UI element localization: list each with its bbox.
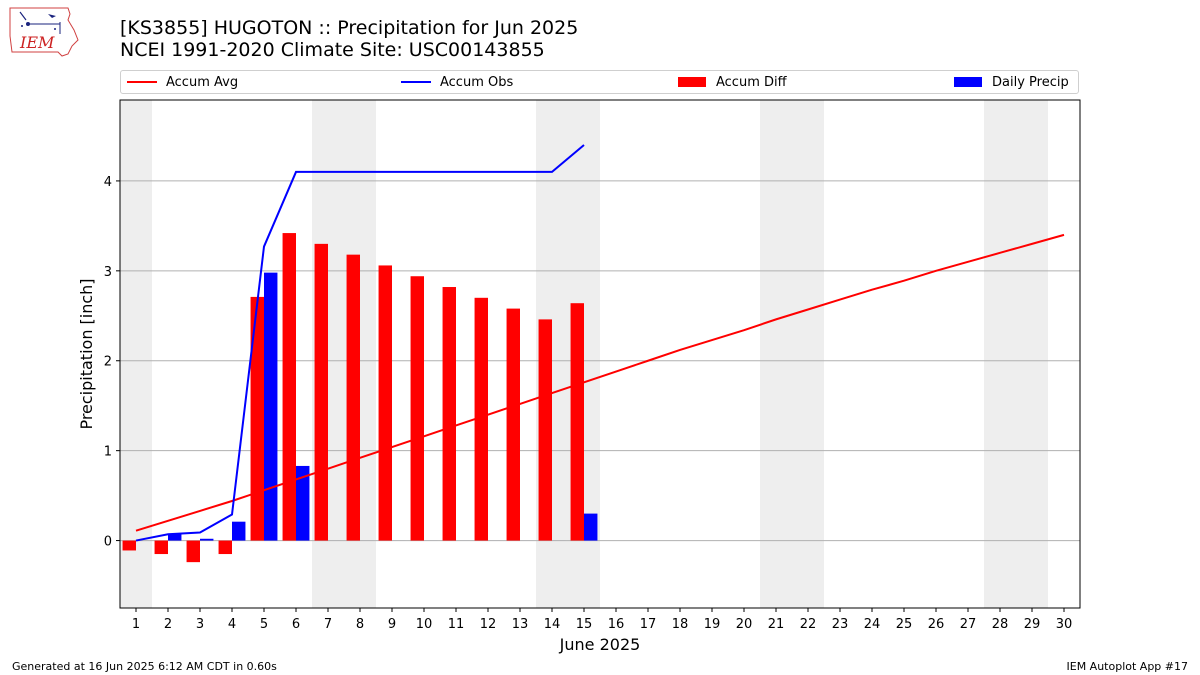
bar-daily-precip (296, 465, 310, 541)
x-tick-label: 26 (928, 617, 945, 632)
legend-item-daily-precip: Daily Precip (954, 71, 1069, 93)
bar-accum-diff (538, 319, 552, 541)
x-tick-label: 3 (196, 617, 204, 632)
chart-title: [KS3855] HUGOTON :: Precipitation for Ju… (120, 17, 579, 39)
legend-item-accum-avg: Accum Avg (127, 71, 238, 93)
y-tick-label: 1 (104, 445, 112, 460)
weekend-shade (760, 100, 792, 608)
weekend-shade (120, 100, 152, 608)
y-tick-label: 0 (104, 535, 112, 550)
legend-label-accum-diff: Accum Diff (716, 74, 787, 90)
x-tick-label: 2 (164, 617, 172, 632)
bar-accum-diff (378, 265, 392, 541)
x-tick-label: 4 (228, 617, 236, 632)
bar-accum-diff (570, 303, 584, 541)
x-tick-label: 10 (416, 617, 433, 632)
chart-subtitle: NCEI 1991-2020 Climate Site: USC00143855 (120, 39, 545, 61)
app-credit: IEM Autoplot App #17 (1066, 660, 1189, 673)
bar-accum-diff (474, 297, 488, 541)
bar-daily-precip (584, 513, 598, 541)
bar-accum-diff (442, 287, 456, 541)
y-tick-label: 3 (104, 265, 112, 280)
plot-frame (119, 99, 1081, 609)
x-tick-label: 16 (608, 617, 625, 632)
bar-daily-precip (168, 534, 182, 541)
svg-text:IEM: IEM (19, 33, 55, 52)
legend-swatch-accum-obs (401, 81, 431, 83)
legend-label-accum-obs: Accum Obs (440, 74, 514, 90)
x-tick-label: 17 (640, 617, 657, 632)
y-tick-label: 4 (104, 175, 112, 190)
x-tick-label: 13 (512, 617, 529, 632)
bar-accum-diff (218, 540, 232, 555)
x-tick-label: 19 (704, 617, 721, 632)
line-accum-avg (135, 233, 1065, 532)
y-tick-label: 2 (104, 355, 112, 370)
x-tick-label: 20 (736, 617, 753, 632)
bar-daily-precip (264, 272, 278, 541)
bar-daily-precip (232, 521, 246, 541)
bar-accum-diff (250, 296, 264, 541)
legend-swatch-accum-avg (127, 81, 157, 83)
x-tick-label: 24 (864, 617, 881, 632)
bar-accum-diff (282, 233, 296, 541)
legend-item-accum-diff: Accum Diff (678, 71, 787, 93)
bar-accum-diff (314, 243, 328, 541)
weekend-shade (792, 100, 824, 608)
x-tick-label: 15 (576, 617, 593, 632)
bar-accum-diff (346, 254, 360, 541)
x-tick-label: 6 (292, 617, 300, 632)
x-tick-label: 22 (800, 617, 817, 632)
line-accum-obs (135, 144, 585, 542)
x-axis-label: June 2025 (559, 635, 641, 654)
x-tick-label: 5 (260, 617, 268, 632)
x-tick-label: 7 (324, 617, 332, 632)
x-tick-label: 23 (832, 617, 849, 632)
generated-timestamp: Generated at 16 Jun 2025 6:12 AM CDT in … (12, 660, 277, 673)
x-tick-label: 8 (356, 617, 364, 632)
x-tick-label: 18 (672, 617, 689, 632)
legend-label-daily-precip: Daily Precip (992, 74, 1069, 90)
x-tick-label: 1 (132, 617, 140, 632)
x-tick-label: 11 (448, 617, 465, 632)
bar-accum-diff (506, 308, 520, 541)
bar-accum-diff (122, 540, 136, 551)
bar-accum-diff (410, 276, 424, 541)
x-tick-label: 14 (544, 617, 561, 632)
legend-swatch-daily-precip (954, 77, 982, 87)
bar-daily-precip (200, 538, 214, 541)
x-tick-label: 25 (896, 617, 913, 632)
legend-label-accum-avg: Accum Avg (166, 74, 239, 90)
x-tick-label: 21 (768, 617, 785, 632)
x-tick-label: 30 (1056, 617, 1073, 632)
x-tick-label: 29 (1024, 617, 1041, 632)
bar-accum-diff (186, 540, 200, 563)
weekend-shade (1016, 100, 1048, 608)
y-axis-label: Precipitation [inch] (77, 278, 96, 429)
x-tick-label: 9 (388, 617, 396, 632)
iem-logo: IEM (9, 7, 79, 57)
legend-swatch-accum-diff (678, 77, 706, 87)
x-tick-label: 12 (480, 617, 497, 632)
chart-legend: Accum Avg Accum Obs Accum Diff Daily Pre… (120, 70, 1079, 94)
x-tick-label: 28 (992, 617, 1009, 632)
x-tick-label: 27 (960, 617, 977, 632)
legend-item-accum-obs: Accum Obs (401, 71, 513, 93)
weekend-shade (984, 100, 1016, 608)
bar-accum-diff (154, 540, 168, 555)
